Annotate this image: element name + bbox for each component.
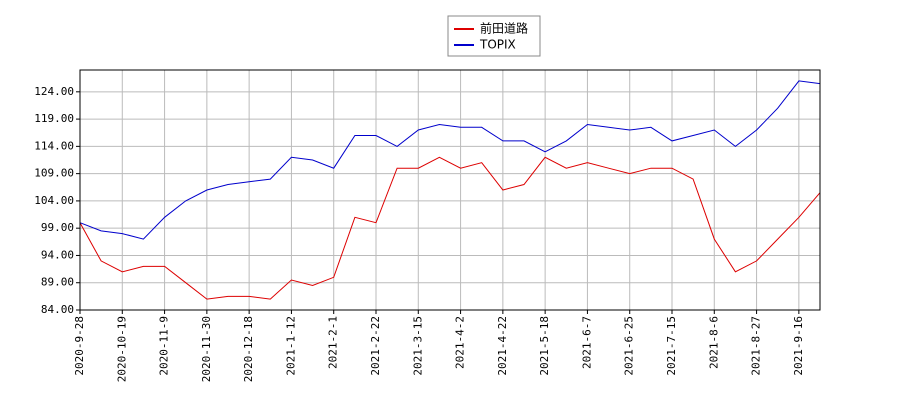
legend: 前田道路 TOPIX [447,15,541,57]
x-tick-label: 2021-6-7 [580,316,593,369]
y-tick-label: 104.00 [34,194,74,207]
lines [79,80,821,300]
y-tick-label: 119.00 [34,112,74,125]
y-tick-label: 89.00 [41,276,74,289]
x-tick-label: 2021-4-2 [454,316,467,369]
x-tick-label: 2021-4-22 [496,316,509,376]
legend-box [447,15,541,57]
x-tick-label: 2021-9-16 [792,316,805,376]
y-tick-label: 99.00 [41,221,74,234]
y-tick-label: 94.00 [41,248,74,261]
x-tick-label: 2021-7-15 [665,316,678,376]
x-tick-label: 2021-3-15 [411,316,424,376]
series-line [79,156,821,300]
plot-area [80,70,820,310]
x-tick-label: 2021-2-1 [327,316,340,369]
x-tick-label: 2021-2-22 [369,316,382,376]
y-tick-label: 109.00 [34,167,74,180]
x-tick-label: 2021-8-27 [750,316,763,376]
x-tick-label: 2020-12-18 [242,316,255,382]
y-tick-label: 84.00 [41,303,74,316]
plot-frame [79,69,821,311]
x-tick-label: 2021-6-25 [623,316,636,376]
x-tick-label: 2021-5-18 [538,316,551,376]
x-tick-label: 2020-11-30 [200,316,213,382]
y-tick-label: 124.00 [34,85,74,98]
x-tick-label: 2020-9-28 [73,316,86,376]
x-tick-label: 2021-1-12 [284,316,297,376]
series-line [79,80,821,240]
x-tick-label: 2020-11-9 [158,316,171,376]
x-tick-label: 2021-8-6 [707,316,720,369]
legend-label: 前田道路 [480,21,528,36]
x-tick-label: 2020-10-19 [115,316,128,382]
legend-label: TOPIX [479,38,516,52]
y-tick-label: 114.00 [34,139,74,152]
